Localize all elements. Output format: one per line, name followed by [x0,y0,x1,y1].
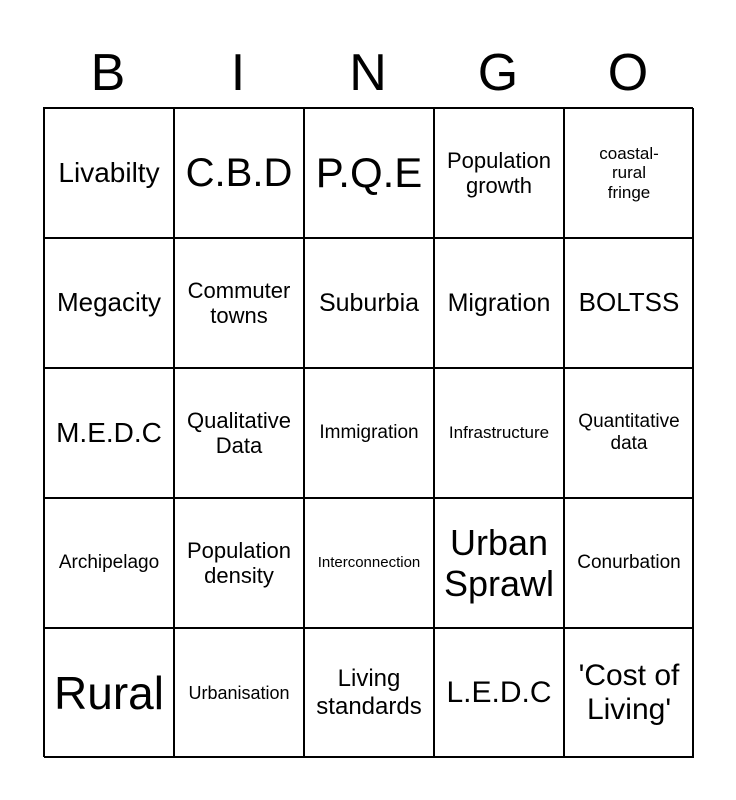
bingo-cell[interactable]: Living standards [304,628,434,758]
cell-text: Urban Sprawl [443,521,555,604]
bingo-cell[interactable]: Population growth [434,108,564,238]
cell-text: Migration [447,288,551,317]
bingo-cell[interactable]: P.Q.E [304,108,434,238]
cell-text: Livabilty [58,156,160,188]
bingo-cell[interactable]: L.E.D.C [434,628,564,758]
cell-text: Living standards [316,665,422,720]
cell-text: P.Q.E [315,148,423,196]
bingo-cell[interactable]: Quantitative data [564,368,694,498]
cell-text: Quantitative data [578,411,680,454]
bingo-cell[interactable]: Archipelago [44,498,174,628]
cell-text: Megacity [56,287,162,318]
bingo-cell[interactable]: Immigration [304,368,434,498]
cell-text: Commuter towns [187,277,291,328]
bingo-cell[interactable]: Urbanisation [174,628,304,758]
header-letter-g: G [477,44,519,102]
bingo-cell[interactable]: Population density [174,498,304,628]
header-letter-n: N [349,44,387,102]
bingo-cell[interactable]: Migration [434,238,564,368]
header-letter-o: O [607,44,649,102]
bingo-cell[interactable]: Suburbia [304,238,434,368]
cell-text: BOLTSS [578,287,680,318]
header-letter-i: I [230,44,246,102]
cell-text: Urbanisation [188,682,290,703]
cell-text: Rural [54,666,164,719]
cell-text: Infrastructure [448,423,550,443]
bingo-cell[interactable]: Livabilty [44,108,174,238]
cell-text: Conurbation [577,552,681,574]
bingo-cell[interactable]: Qualitative Data [174,368,304,498]
cell-text: Interconnection [317,554,421,572]
bingo-cell[interactable]: Commuter towns [174,238,304,368]
bingo-header: B I N G O [43,40,693,106]
cell-text: L.E.D.C [446,675,552,709]
cell-text: Population density [187,537,291,588]
cell-text: Immigration [319,422,419,444]
bingo-cell[interactable]: Urban Sprawl [434,498,564,628]
bingo-cell[interactable]: C.B.D [174,108,304,238]
bingo-cell[interactable]: M.E.D.C [44,368,174,498]
cell-text: 'Cost of Living' [578,658,680,727]
bingo-cell[interactable]: Conurbation [564,498,694,628]
bingo-cell[interactable]: Infrastructure [434,368,564,498]
cell-text: Suburbia [318,288,420,317]
header-letter-b: B [90,44,126,102]
bingo-cell[interactable]: BOLTSS [564,238,694,368]
cell-text: M.E.D.C [56,416,162,448]
bingo-cell[interactable]: coastal-rural fringe [564,108,694,238]
bingo-cell[interactable]: 'Cost of Living' [564,628,694,758]
cell-text: C.B.D [185,151,293,195]
bingo-cell[interactable]: Interconnection [304,498,434,628]
bingo-cell[interactable]: Rural [44,628,174,758]
cell-text: Population growth [447,147,551,198]
cell-text: Archipelago [58,552,160,574]
bingo-cell[interactable]: Megacity [44,238,174,368]
cell-text: coastal-rural fringe [599,143,659,202]
cell-text: Qualitative Data [187,407,291,458]
bingo-grid: Livabilty C.B.D P.Q.E Population growth coas… [43,107,694,758]
